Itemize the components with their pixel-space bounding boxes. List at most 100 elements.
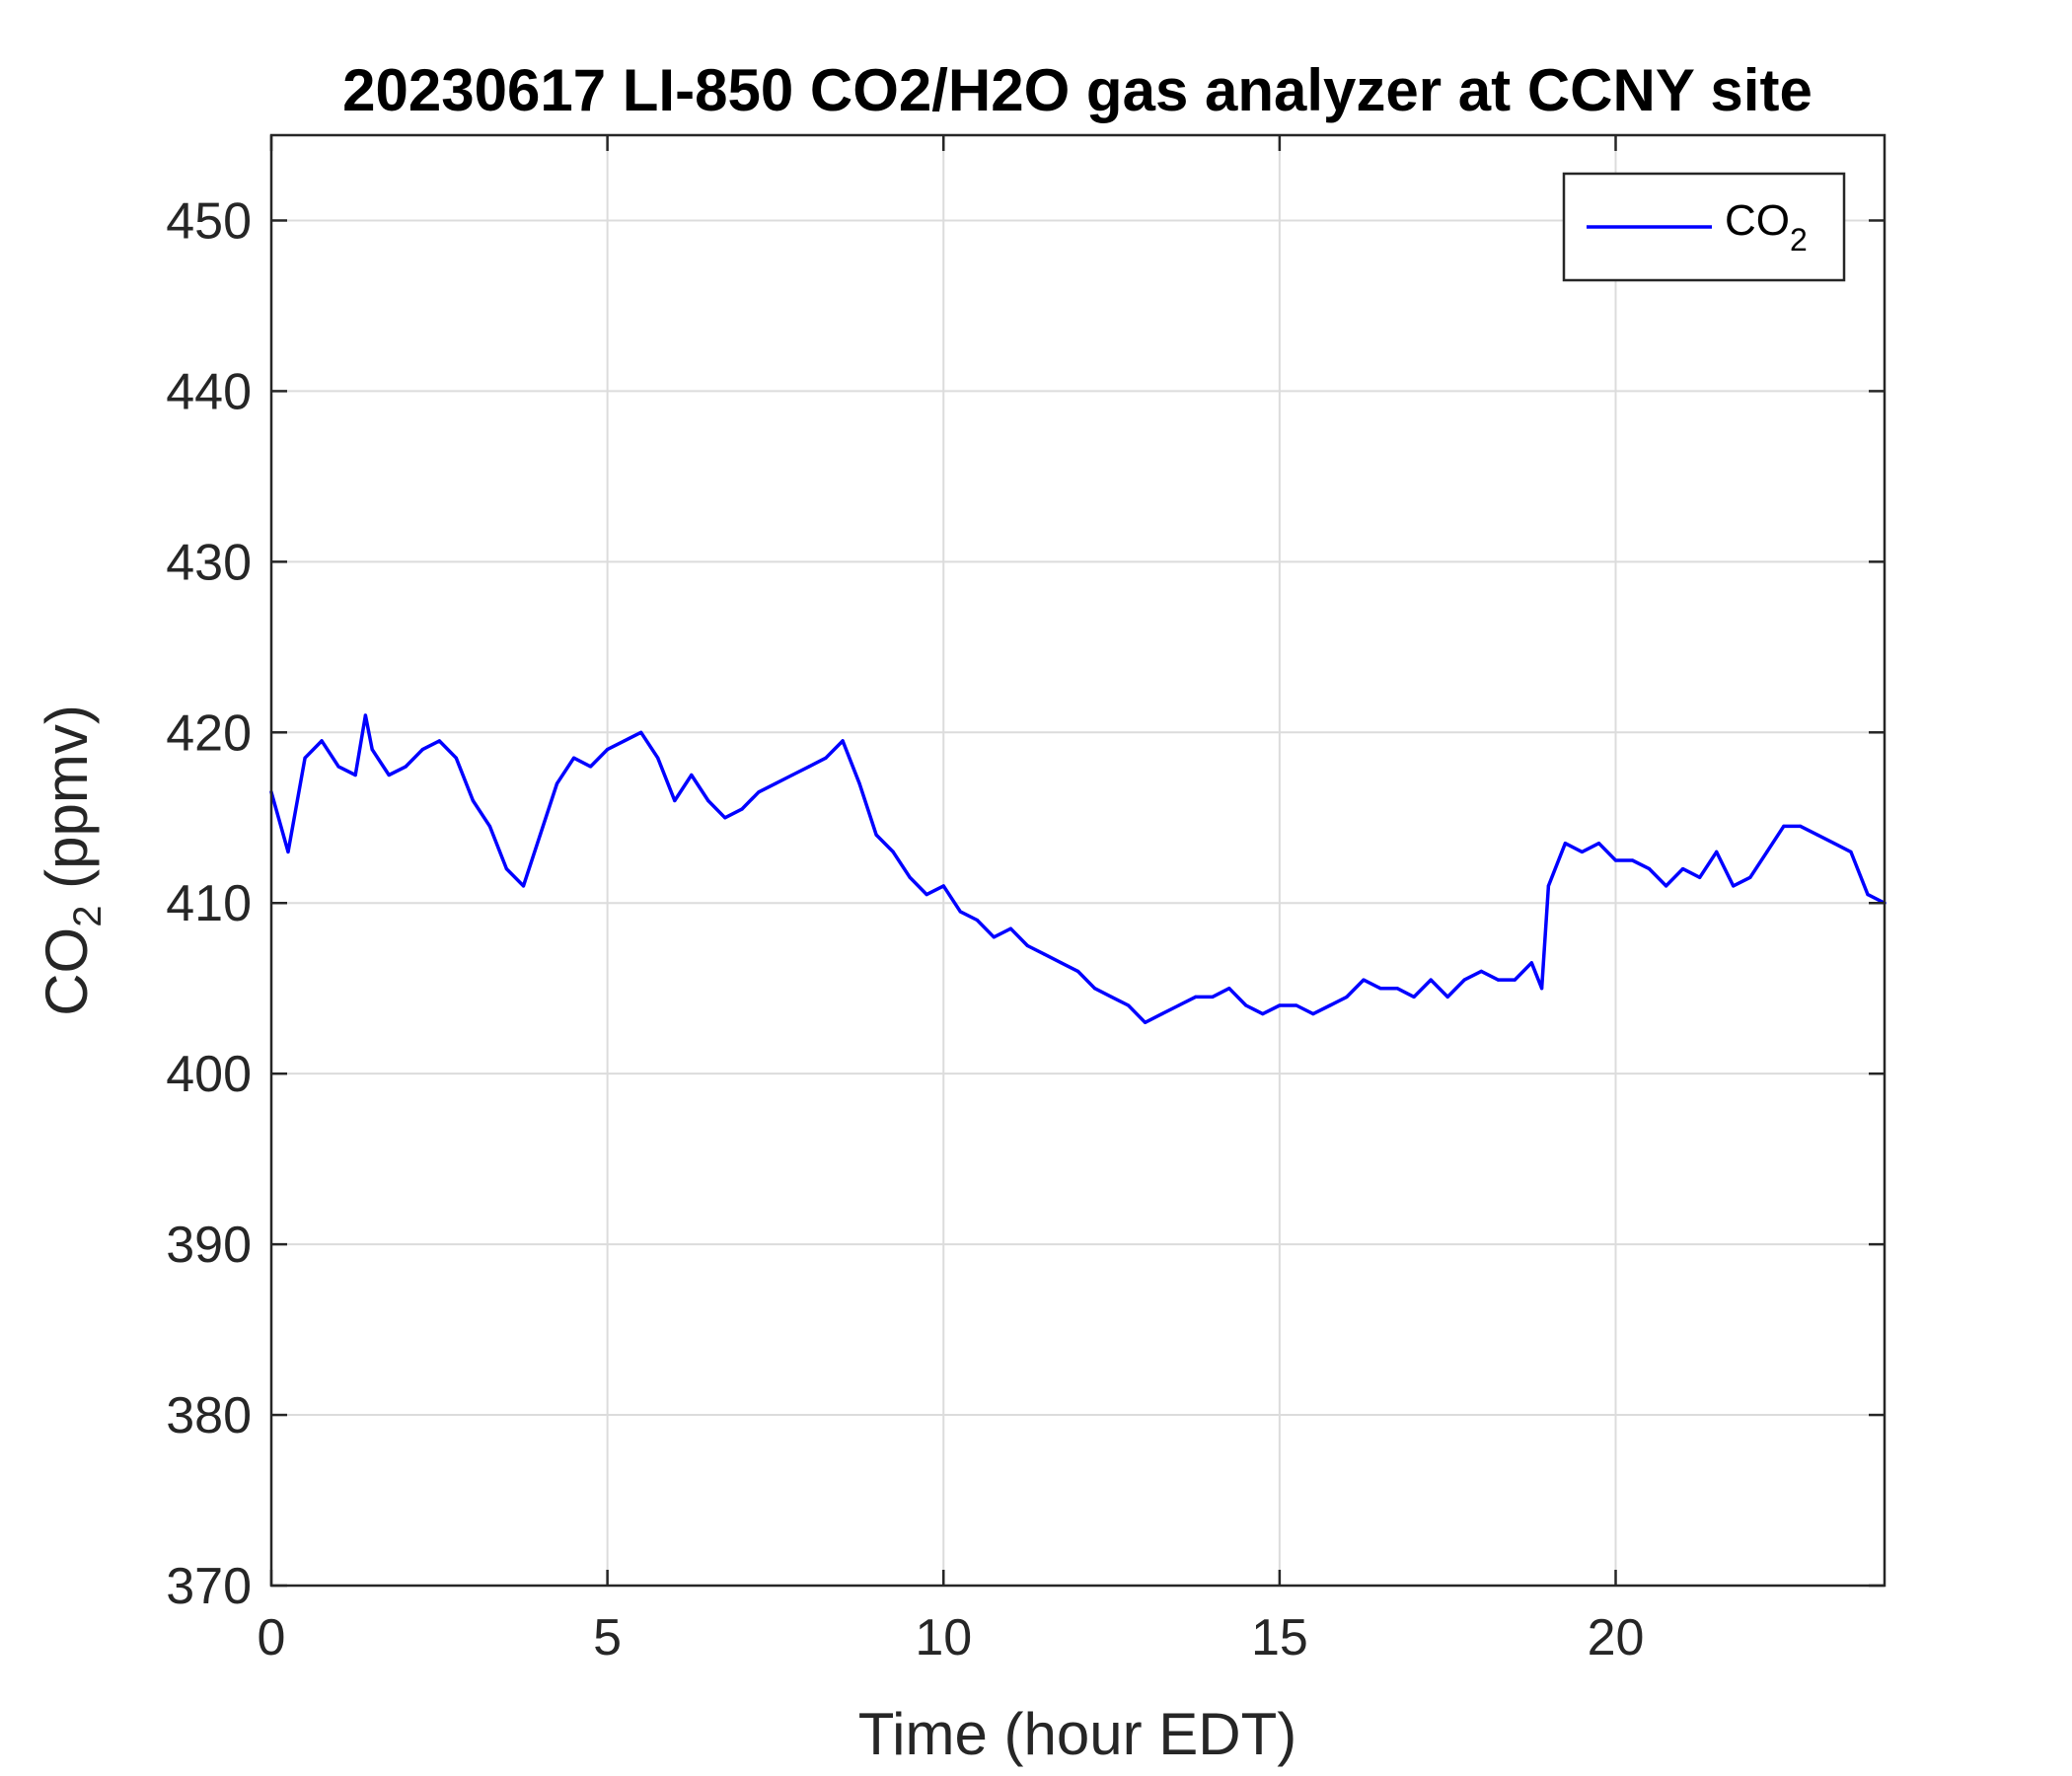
- legend-entry-base: CO: [1725, 196, 1790, 245]
- ticks: [269, 135, 1885, 1588]
- y-tick-label: 410: [166, 875, 252, 932]
- data-point: [1362, 978, 1366, 982]
- data-point: [1462, 978, 1466, 982]
- data-point: [437, 739, 441, 743]
- data-point: [790, 773, 794, 777]
- data-point: [623, 739, 627, 743]
- data-point: [1295, 1003, 1298, 1007]
- data-point: [1596, 842, 1601, 846]
- data-point: [891, 850, 895, 854]
- data-point: [908, 875, 912, 879]
- y-axis-label-base: CO: [34, 927, 100, 1016]
- data-point: [857, 781, 861, 785]
- data-point: [1278, 1003, 1282, 1007]
- data-point: [363, 713, 367, 717]
- data-point: [471, 798, 475, 803]
- data-point: [606, 748, 610, 752]
- data-point: [404, 765, 407, 769]
- data-point: [807, 765, 811, 769]
- data-point: [1042, 952, 1046, 956]
- data-point: [1698, 875, 1702, 879]
- data-point: [1160, 1012, 1164, 1016]
- data-point: [639, 730, 643, 734]
- data-point: [1613, 858, 1618, 862]
- x-tick-label: 20: [1588, 1609, 1645, 1666]
- data-point: [941, 884, 945, 888]
- data-point: [1665, 884, 1668, 888]
- data-point: [1630, 858, 1635, 862]
- chart-title: 20230617 LI-850 CO2/H2O gas analyzer at …: [342, 57, 1813, 123]
- data-point: [673, 798, 677, 803]
- data-point: [538, 833, 543, 837]
- data-point: [757, 790, 761, 794]
- data-point: [387, 773, 391, 777]
- data-point: [1075, 969, 1080, 974]
- data-point: [656, 756, 660, 760]
- data-point: [975, 918, 979, 923]
- data-point: [774, 781, 777, 785]
- y-tick-label: 450: [166, 192, 252, 250]
- y-tick-label: 440: [166, 363, 252, 420]
- data-point: [1681, 867, 1685, 871]
- x-tick-label: 10: [915, 1609, 972, 1666]
- data-point: [1529, 961, 1533, 965]
- data-point: [1546, 884, 1550, 888]
- x-tick-label: 5: [593, 1609, 622, 1666]
- data-point: [1540, 987, 1544, 991]
- x-tick-labels: 0 5 10 15 20: [258, 1609, 1645, 1666]
- plot-area: [271, 135, 1885, 1586]
- data-point: [1110, 995, 1114, 999]
- data-point: [1832, 842, 1836, 846]
- data-point: [824, 756, 828, 760]
- series-layer: [269, 713, 1887, 1025]
- plot-frame: [269, 133, 1887, 1588]
- data-point: [353, 773, 357, 777]
- data-point: [1815, 833, 1819, 837]
- data-point: [1244, 1003, 1248, 1007]
- data-point: [1732, 884, 1736, 888]
- y-tick-label: 430: [166, 534, 252, 591]
- data-point: [1328, 1003, 1332, 1007]
- x-tick-label: 0: [258, 1609, 286, 1666]
- data-point: [1211, 995, 1215, 999]
- data-point: [320, 739, 324, 743]
- data-point: [1092, 987, 1097, 991]
- data-point: [1479, 969, 1483, 974]
- data-point: [1008, 926, 1012, 930]
- data-point: [1311, 1012, 1315, 1016]
- y-axis-label-rest: (ppmv): [34, 704, 100, 905]
- y-tick-labels: 370 380 390 400 410 420 430 440 450: [166, 192, 252, 1615]
- data-point: [1799, 824, 1803, 829]
- y-tick-label: 390: [166, 1217, 252, 1274]
- data-point: [1025, 943, 1029, 948]
- y-axis-label-sub: 2: [66, 906, 110, 927]
- data-point: [958, 910, 962, 914]
- data-point: [504, 867, 508, 871]
- data-point: [1445, 995, 1449, 999]
- data-point: [1782, 824, 1786, 829]
- data-point: [690, 773, 694, 777]
- data-point: [303, 756, 307, 760]
- data-point: [1715, 850, 1719, 854]
- legend: CO2: [1562, 172, 1846, 282]
- y-tick-label: 380: [166, 1387, 252, 1444]
- data-point: [572, 756, 576, 760]
- y-tick-label: 420: [166, 704, 252, 762]
- data-point: [925, 893, 928, 897]
- data-point: [487, 824, 491, 829]
- data-point: [1395, 987, 1399, 991]
- data-point: [1059, 961, 1064, 965]
- data-point: [370, 748, 374, 752]
- data-point: [1765, 850, 1769, 854]
- data-point: [555, 781, 559, 785]
- data-point: [589, 765, 593, 769]
- legend-entry: CO2: [1725, 196, 1808, 258]
- data-point: [521, 884, 526, 888]
- data-point: [1177, 1003, 1181, 1007]
- data-point: [1648, 867, 1652, 871]
- data-point: [1378, 987, 1382, 991]
- data-point: [874, 833, 878, 837]
- data-point: [841, 739, 845, 743]
- data-point: [740, 807, 744, 811]
